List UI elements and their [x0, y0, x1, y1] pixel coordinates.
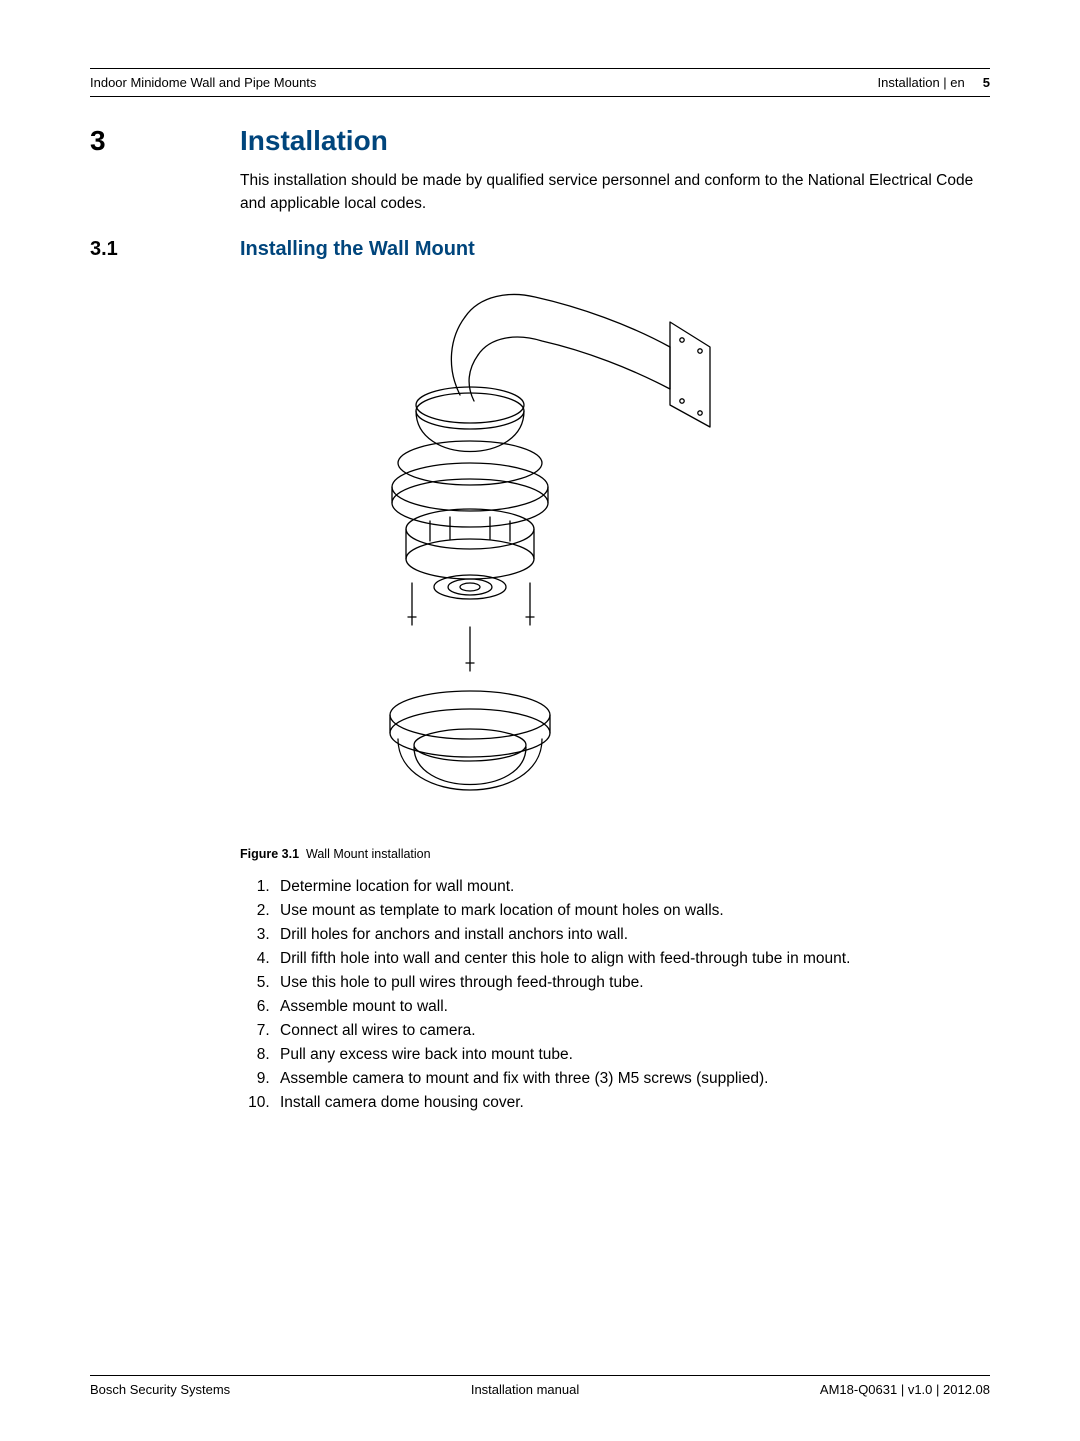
subsection-number: 3.1 [90, 238, 240, 261]
list-item: Pull any excess wire back into mount tub… [274, 1043, 990, 1067]
list-item: Assemble camera to mount and fix with th… [274, 1067, 990, 1091]
figure-caption: Figure 3.1 Wall Mount installation [240, 847, 990, 861]
list-item: Install camera dome housing cover. [274, 1091, 990, 1115]
running-footer: Bosch Security Systems Installation manu… [90, 1375, 990, 1397]
subsection-heading-row: 3.1 Installing the Wall Mount [90, 238, 990, 261]
running-header: Indoor Minidome Wall and Pipe Mounts Ins… [90, 75, 990, 96]
top-rule [90, 68, 990, 69]
list-item: Connect all wires to camera. [274, 1019, 990, 1043]
section-intro: This installation should be made by qual… [240, 169, 990, 216]
section-title: Installation [240, 125, 388, 157]
page-container: Indoor Minidome Wall and Pipe Mounts Ins… [0, 0, 1080, 1155]
header-right: Installation | en 5 [878, 75, 990, 90]
list-item: Determine location for wall mount. [274, 875, 990, 899]
wall-mount-diagram-icon [370, 277, 730, 837]
list-item: Drill fifth hole into wall and center th… [274, 947, 990, 971]
page-number: 5 [983, 75, 990, 90]
header-underline [90, 96, 990, 97]
installation-steps: Determine location for wall mount. Use m… [240, 875, 990, 1115]
section-number: 3 [90, 125, 240, 157]
footer-right: AM18-Q0631 | v1.0 | 2012.08 [820, 1382, 990, 1397]
section-heading-row: 3 Installation [90, 125, 990, 157]
subsection-title: Installing the Wall Mount [240, 238, 475, 261]
list-item: Assemble mount to wall. [274, 995, 990, 1019]
list-item: Use mount as template to mark location o… [274, 899, 990, 923]
footer-center: Installation manual [471, 1382, 579, 1397]
figure-block: Figure 3.1 Wall Mount installation [240, 277, 990, 861]
figure-label: Figure 3.1 [240, 847, 299, 861]
footer-rule [90, 1375, 990, 1376]
header-left: Indoor Minidome Wall and Pipe Mounts [90, 75, 316, 90]
header-section-label: Installation | en [878, 75, 965, 90]
list-item: Use this hole to pull wires through feed… [274, 971, 990, 995]
figure-caption-text: Wall Mount installation [306, 847, 431, 861]
list-item: Drill holes for anchors and install anch… [274, 923, 990, 947]
footer-row: Bosch Security Systems Installation manu… [90, 1382, 990, 1397]
footer-left: Bosch Security Systems [90, 1382, 230, 1397]
